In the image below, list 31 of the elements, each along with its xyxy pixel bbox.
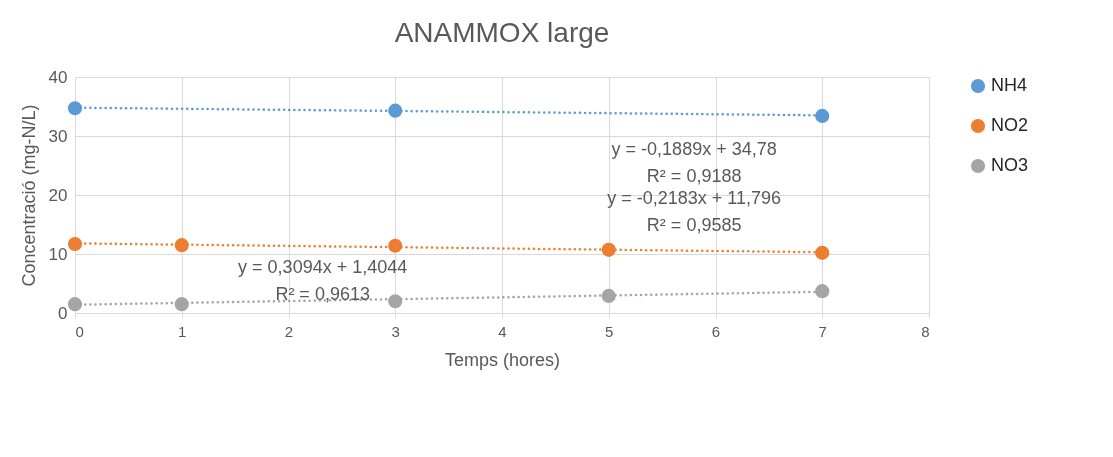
x-tick-label: 2 xyxy=(284,322,294,340)
y-tick-label: 20 xyxy=(48,185,68,205)
point xyxy=(388,294,403,309)
point xyxy=(67,101,83,116)
x-tick-label: 6 xyxy=(711,322,721,340)
legend-label: NH4 xyxy=(991,75,1028,95)
annotation: y = -0,2183x + 11,796 R² = 0,9585 xyxy=(607,188,782,236)
y-axis-title: Concentració (mg-N/L) xyxy=(18,104,39,287)
x-axis-title: Temps (hores) xyxy=(444,349,561,370)
annotation: y = 0,3094x + 1,4044 R² = 0,9613 xyxy=(238,256,408,304)
point xyxy=(815,245,830,260)
point xyxy=(67,297,83,312)
chart-title: ANAMMOX large xyxy=(394,17,610,48)
y-tick-label: 10 xyxy=(48,244,68,264)
point xyxy=(388,103,403,118)
x-tick-label: 0 xyxy=(75,322,84,340)
point xyxy=(815,284,830,299)
legend-label: NO3 xyxy=(991,155,1029,175)
point xyxy=(67,236,83,252)
point xyxy=(815,108,830,123)
y-tick-label: 30 xyxy=(48,126,68,146)
point xyxy=(174,297,189,312)
legend-label: NO2 xyxy=(991,115,1029,135)
y-tick-label: 0 xyxy=(58,303,68,323)
x-tick-label: 4 xyxy=(498,322,507,340)
x-tick-label: 8 xyxy=(921,322,930,340)
x-tick-label: 7 xyxy=(818,322,827,340)
x-tick-label: 5 xyxy=(605,322,614,340)
y-tick-label: 40 xyxy=(48,67,68,87)
x-tick-label: 3 xyxy=(391,322,400,340)
x-tick-label: 1 xyxy=(178,322,187,340)
